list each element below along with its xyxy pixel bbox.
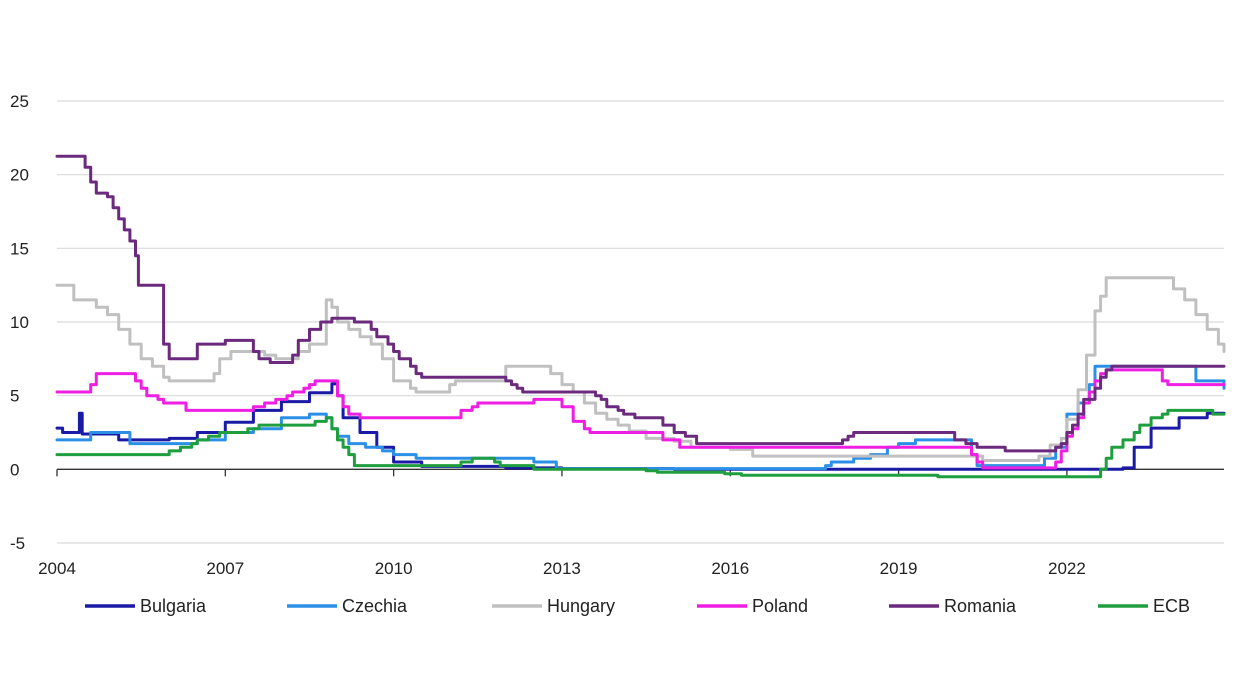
legend: Bulgaria Czechia Hungary Poland Romania ECB	[85, 596, 1190, 616]
y-tick-label: 10	[10, 313, 29, 332]
y-tick-label: 0	[10, 460, 19, 479]
y-axis-tick-labels: -5 0 5 10 15 20 25	[10, 92, 29, 553]
series-line-poland	[55, 368, 1226, 470]
x-tick-label: 2007	[206, 559, 244, 578]
x-tick-label: 2010	[375, 559, 413, 578]
x-tick-label: 2004	[38, 559, 76, 578]
legend-label-czechia: Czechia	[342, 596, 408, 616]
x-tick-label: 2022	[1048, 559, 1086, 578]
series-line-ecb	[55, 408, 1226, 479]
y-tick-label: 15	[10, 239, 29, 258]
legend-label-romania: Romania	[944, 596, 1017, 616]
x-tick-label: 2019	[880, 559, 918, 578]
y-tick-label: 20	[10, 166, 29, 185]
legend-label-bulgaria: Bulgaria	[140, 596, 207, 616]
series-line-romania	[55, 154, 1226, 453]
series-line-hungary	[55, 276, 1226, 462]
x-tick-label: 2016	[711, 559, 749, 578]
legend-label-poland: Poland	[752, 596, 808, 616]
legend-label-ecb: ECB	[1153, 596, 1190, 616]
gridlines	[57, 100, 1224, 544]
y-tick-label: -5	[10, 534, 25, 553]
y-tick-label: 25	[10, 92, 29, 111]
legend-label-hungary: Hungary	[547, 596, 615, 616]
x-axis: 2004 2007 2010 2013 2016 2019 2022	[38, 468, 1224, 578]
series-lines	[55, 154, 1226, 479]
y-tick-label: 5	[10, 387, 19, 406]
x-tick-label: 2013	[543, 559, 581, 578]
